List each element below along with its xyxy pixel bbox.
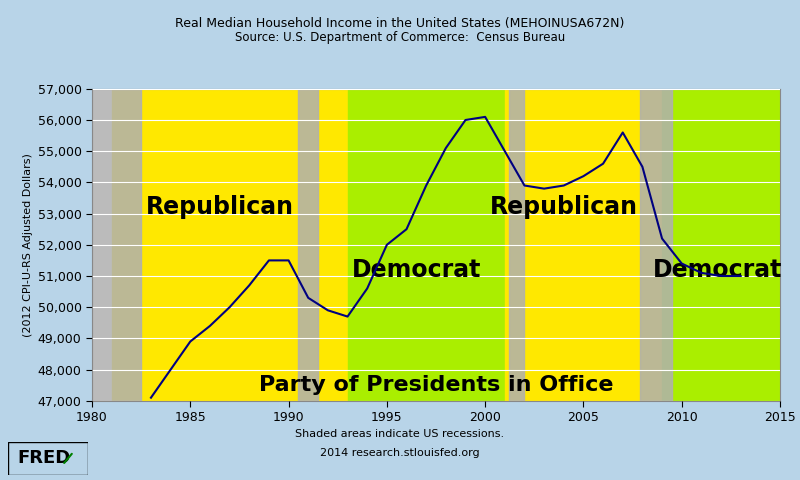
Bar (505, 89, 662, 401)
Bar (112, 89, 347, 401)
Bar (509, 89, 525, 401)
Text: Democrat: Democrat (352, 258, 481, 282)
Bar (92, 89, 141, 401)
Bar (641, 89, 672, 401)
Text: Real Median Household Income in the United States (MEHOINUSA672N): Real Median Household Income in the Unit… (175, 17, 625, 30)
Text: Democrat: Democrat (653, 258, 782, 282)
Text: Republican: Republican (146, 195, 294, 219)
Bar (662, 89, 780, 401)
Y-axis label: (2012 CPI-U-RS Adjusted Dollars): (2012 CPI-U-RS Adjusted Dollars) (23, 153, 34, 337)
Text: Party of Presidents in Office: Party of Presidents in Office (258, 374, 614, 395)
Text: FRED: FRED (18, 449, 71, 468)
Text: Republican: Republican (490, 195, 638, 219)
Bar (347, 89, 505, 401)
Text: Source: U.S. Department of Commerce:  Census Bureau: Source: U.S. Department of Commerce: Cen… (235, 31, 565, 44)
Bar (298, 89, 318, 401)
Text: Shaded areas indicate US recessions.: Shaded areas indicate US recessions. (295, 429, 505, 439)
Text: 2014 research.stlouisfed.org: 2014 research.stlouisfed.org (320, 448, 480, 458)
